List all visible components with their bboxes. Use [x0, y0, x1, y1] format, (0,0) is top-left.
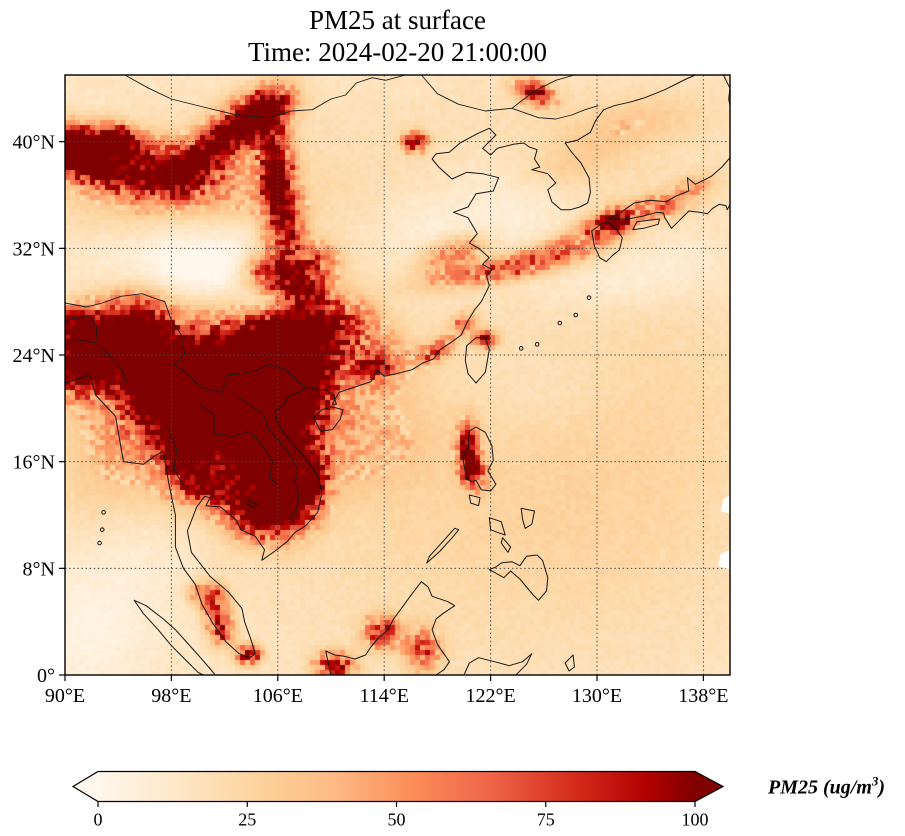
- x-tick-label-6: 138°E: [678, 685, 728, 707]
- x-tick-label-3: 114°E: [359, 685, 408, 707]
- colorbar-tick-label-3: 75: [537, 810, 555, 830]
- map-frame: [64, 74, 731, 676]
- x-tick-label-5: 130°E: [572, 685, 622, 707]
- chart-title: PM25 at surface: [309, 5, 486, 35]
- colorbar: [71, 770, 725, 803]
- y-tick-label-2: 16°N: [13, 452, 55, 474]
- x-tick-label-2: 106°E: [253, 685, 303, 707]
- x-tick-label-0: 90°E: [45, 685, 85, 707]
- colorbar-ticks: [97, 801, 696, 807]
- pm25-heatmap-canvas: [65, 75, 730, 675]
- small-islands: [97, 295, 592, 546]
- x-tick-label-4: 122°E: [465, 685, 515, 707]
- y-tick-label-1: 8°N: [23, 558, 55, 580]
- graticule-gridlines: [65, 75, 730, 675]
- colorbar-tick-labels: 0 25 50 75 100: [94, 810, 709, 830]
- colorbar-tick-label-0: 0: [94, 810, 103, 830]
- y-tick-label-5: 40°N: [13, 132, 55, 154]
- y-tick-label-4: 32°N: [13, 238, 55, 260]
- colorbar-tick-label-4: 100: [682, 810, 709, 830]
- colorbar-tick-label-2: 50: [388, 810, 406, 830]
- axis-ticks: [59, 141, 705, 681]
- colorbar-unit-label: PM25 (ug/m3): [767, 774, 885, 799]
- coastlines: [64, 74, 731, 676]
- y-tick-label-0: 0°: [37, 665, 55, 687]
- masked-data-patches: [718, 495, 730, 570]
- country-borders: [64, 74, 599, 520]
- axis-tick-labels: 90°E 98°E 106°E 114°E 122°E 130°E 138°E 0° 8°N 16…: [13, 132, 729, 707]
- y-tick-label-3: 24°N: [13, 345, 55, 367]
- chart-subtitle-time: Time: 2024-02-20 21:00:00: [247, 37, 548, 67]
- x-tick-label-1: 98°E: [151, 685, 191, 707]
- colorbar-tick-label-1: 25: [238, 810, 256, 830]
